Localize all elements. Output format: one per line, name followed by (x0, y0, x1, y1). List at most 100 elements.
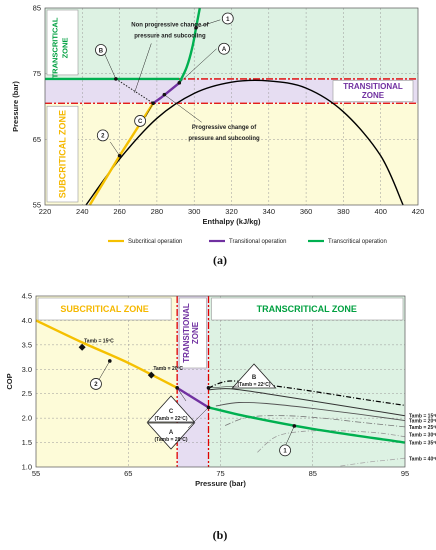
right-tamb-label: Tamb = 20ºC (409, 419, 436, 425)
saturation-dome-line (85, 79, 404, 206)
panel-b-caption: (b) (213, 528, 228, 542)
marker-1-circle (221, 12, 234, 25)
right-tamb-label: Tamb = 15ºC (409, 414, 436, 420)
marker-b-circle (95, 44, 107, 56)
progressive-text-2: pressure and subcooling (188, 136, 260, 142)
x-axis-label: Pressure (bar) (195, 479, 246, 488)
transitional-zone-label: TRANSITIONAL (343, 82, 403, 91)
x-tick-label: 220 (39, 207, 52, 216)
y-tick-label: 4.0 (22, 316, 32, 325)
marker-2-label: 2 (94, 382, 98, 388)
leader-c (145, 103, 154, 118)
right-tamb-label: Tamb = 30ºC (409, 432, 436, 438)
leader-b (104, 53, 117, 80)
leader-2 (110, 141, 120, 156)
y-tick-label: 3.0 (22, 365, 32, 374)
legend-label: Transitional operation (229, 239, 286, 245)
marker-2-circle (90, 378, 102, 390)
y-tick-label: 55 (33, 201, 41, 210)
panel-a: TRANSCRITICAL ZONE SUBCRITICAL ZONE TRANSIT… (11, 4, 424, 268)
transcritical-zone-label: TRANSCRITICAL (51, 17, 60, 78)
marker-c-label: C (138, 119, 143, 125)
marker-a-circle (218, 42, 230, 55)
transitional-zone-label: TRANSITIONAL (182, 303, 191, 363)
callout-b-sub: (Tamb = 22ºC) (238, 382, 271, 388)
legend-label: Subcritical operation (128, 239, 182, 245)
subcritical-zone-label: SUBCRITICAL ZONE (60, 304, 148, 314)
leader-a (187, 407, 209, 429)
y-tick-label: 65 (33, 135, 41, 144)
marker-1-label: 1 (226, 17, 230, 23)
transcritical-zone-label: TRANSCRITICAL ZONE (257, 304, 357, 314)
x-tick-label: 320 (225, 207, 238, 216)
x-tick-label: 280 (151, 207, 164, 216)
tamb-curve (215, 401, 406, 422)
leader-2 (98, 360, 111, 381)
tamb-20-label: Tamb = 20ºC (153, 366, 183, 372)
transitional-zone-box (332, 80, 414, 103)
callout-b-triangle (231, 363, 277, 389)
x-tick-label: 360 (300, 207, 313, 216)
subcritical-zone-box (46, 105, 79, 203)
marker-c-circle (134, 115, 147, 127)
transcritical-zone-box (211, 297, 404, 321)
x-tick-label: 240 (76, 207, 89, 216)
marker-1-label: 1 (283, 449, 287, 455)
x-tick-label: 340 (263, 207, 276, 216)
transcritical-zone-box (46, 9, 79, 76)
panel-b: SUBCRITICAL ZONE TRANSCRITICAL ZONE TRANSI… (5, 292, 436, 543)
x-tick-label: 65 (124, 469, 132, 478)
tamb-curve (340, 457, 406, 467)
leader-1 (195, 19, 221, 28)
progressive-text-1: Progressive change of (192, 125, 257, 131)
x-tick-label: 260 (113, 207, 126, 216)
transitional-zone-label-2: ZONE (191, 321, 200, 344)
y-tick-label: 4.5 (22, 292, 32, 301)
transitional-operation-line (152, 81, 181, 105)
subcritical-zone-label: SUBCRITICAL ZONE (58, 110, 68, 198)
panel-a-caption: (a) (213, 253, 227, 267)
subcritical-operation-line (35, 319, 178, 389)
marker-2-circle (96, 129, 109, 142)
tamb-20-diamond (147, 371, 155, 379)
leader-1 (284, 425, 295, 447)
transcritical-operation-line (178, 7, 201, 84)
plot-frame (44, 7, 419, 206)
tamb-15-diamond (78, 343, 86, 351)
x-tick-label: 420 (412, 207, 425, 216)
leader-b (208, 385, 239, 389)
subcritical-zone-bg (36, 296, 178, 467)
marker-a-label: A (222, 47, 227, 53)
marker-b-label: B (99, 48, 104, 54)
y-tick-label: 75 (33, 69, 41, 78)
leader-c (176, 387, 187, 402)
callout-c-sub: (Tamb = 22ºC) (155, 416, 188, 422)
right-tamb-label: Tamb = 25ºC (409, 425, 436, 431)
tamb-curve (208, 380, 406, 406)
callout-a-letter: A (169, 430, 174, 436)
x-tick-label: 55 (32, 469, 40, 478)
y-tick-label: 2.0 (22, 414, 32, 423)
y-tick-label: 1.5 (22, 438, 32, 447)
x-tick-label: 85 (309, 469, 317, 478)
callout-c-letter: C (169, 409, 174, 415)
leader-progressive (164, 94, 202, 123)
callout-b-letter: B (252, 375, 257, 381)
callout-a-sub: (Tamb = 28ºC) (155, 437, 188, 443)
x-tick-label: 400 (374, 207, 387, 216)
x-tick-label: 95 (401, 469, 409, 478)
leader-a (179, 48, 217, 84)
y-axis-label: COP (5, 373, 14, 389)
legend-label: Transcritical operation (328, 239, 387, 245)
x-axis-label: Enthalpy (kJ/kg) (203, 217, 261, 226)
transitional-zone-label-2: ZONE (362, 91, 385, 100)
y-tick-label: 1.0 (22, 463, 32, 472)
transcritical-operation-line (208, 406, 406, 444)
plot-frame (35, 295, 406, 468)
non-progressive-path (115, 78, 154, 104)
y-tick-label: 2.5 (22, 389, 32, 398)
point-c-dot (151, 101, 155, 106)
marker-1-circle (279, 444, 291, 457)
leader-non-progressive (134, 43, 152, 93)
